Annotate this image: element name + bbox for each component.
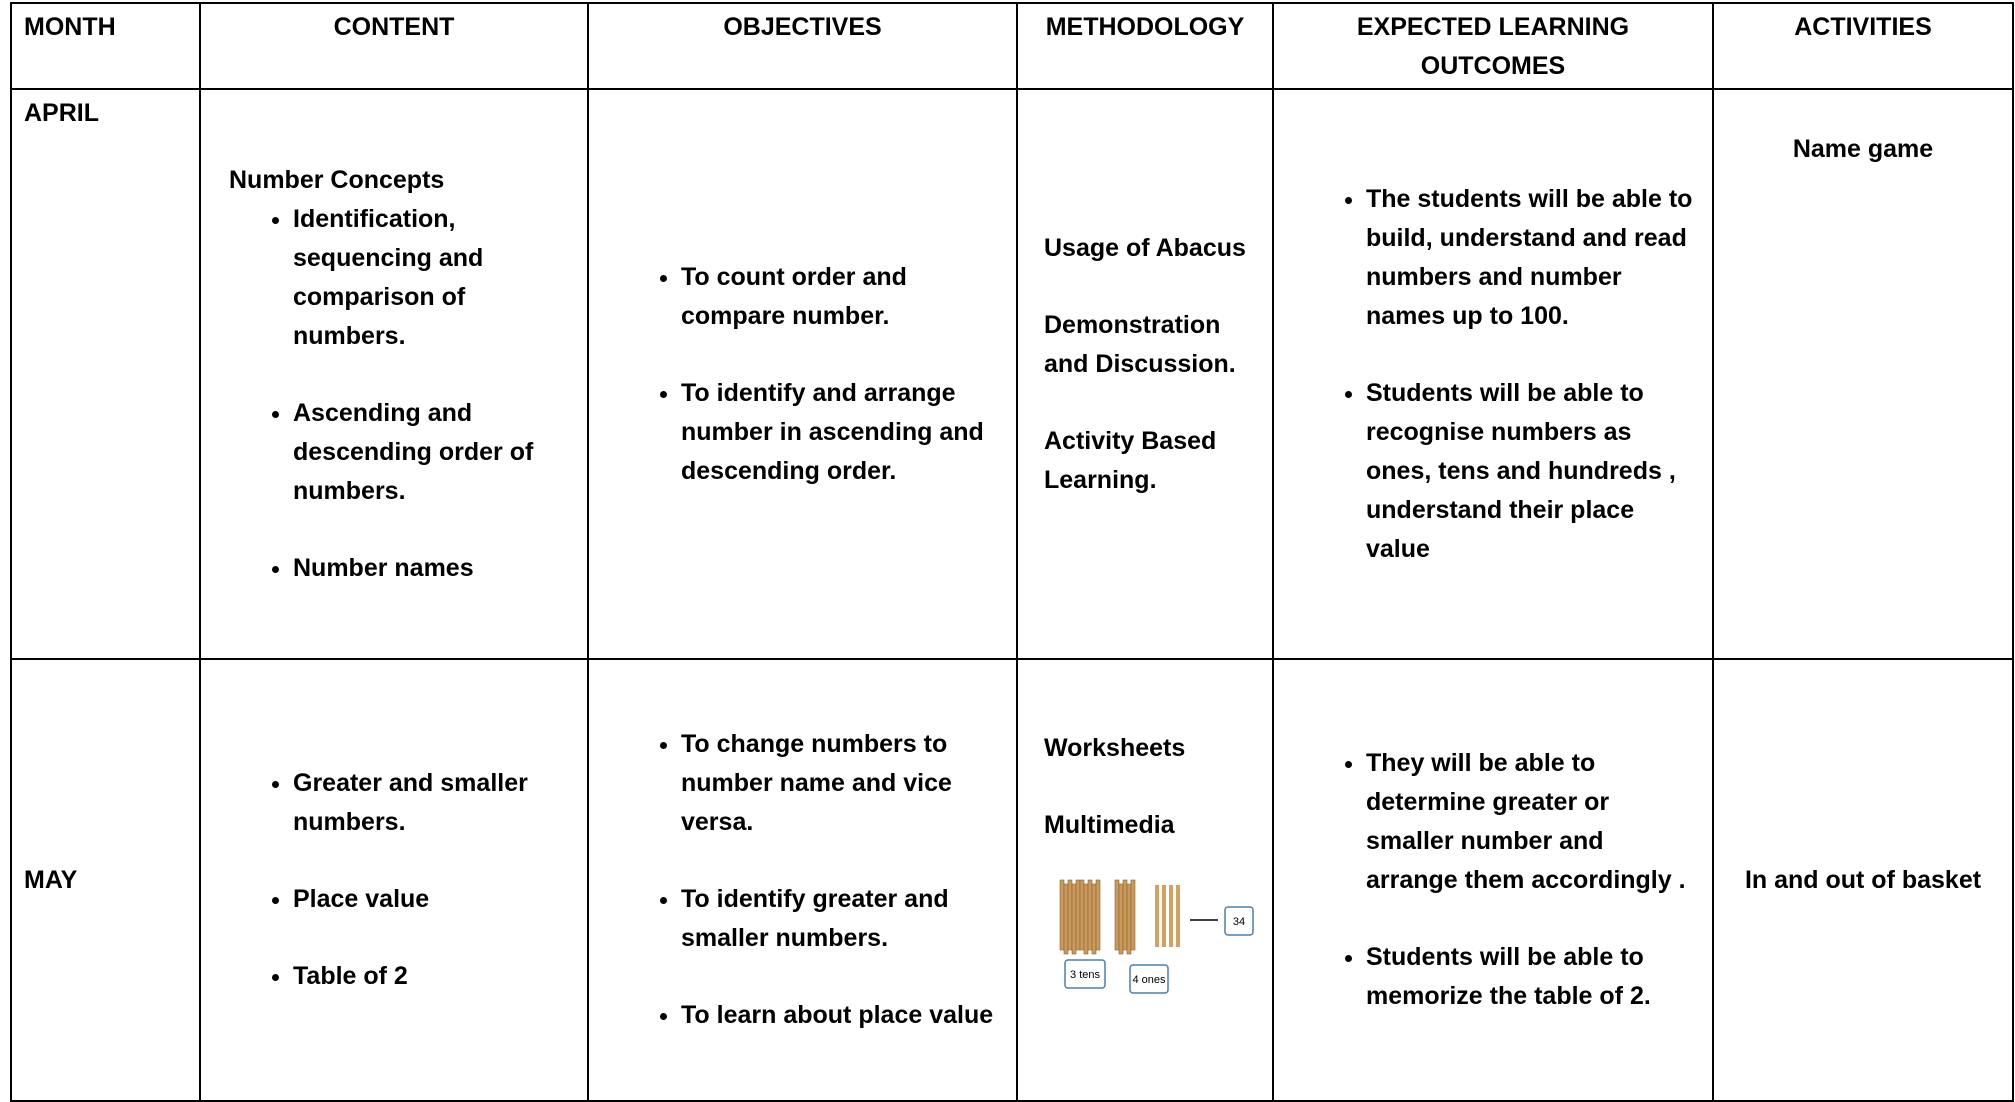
stick [1091, 883, 1097, 954]
objectives-cell: To change numbers to number name and vic… [587, 658, 1018, 1102]
column-header: CONTENT [199, 2, 589, 90]
bullet-item: To change numbers to number name and vic… [681, 725, 1004, 842]
table-row: MAY Greater and smaller numbers. Place val… [10, 658, 2014, 1102]
header-row: MONTH CONTENT OBJECTIVES METHODOLOGY EXPECTE… [10, 2, 2014, 90]
bullet-list: To change numbers to number name and vic… [601, 725, 1004, 1035]
stick [1095, 879, 1101, 950]
bullet-item: Place value [293, 880, 575, 919]
bullet-list: They will be able to determine greater o… [1286, 744, 1700, 1016]
bullet-item: Greater and smaller numbers. [293, 764, 575, 842]
figure-label: 3 tens [1070, 969, 1100, 981]
paragraph: Demonstration and Discussion. [1044, 310, 1236, 378]
table-row: APRIL Number Concepts Identification, sequ… [10, 88, 2014, 660]
stick [1079, 879, 1085, 950]
column-header: EXPECTED LEARNING OUTCOMES [1272, 2, 1714, 90]
stick [1155, 884, 1159, 947]
stick [1075, 879, 1081, 950]
label-box [1224, 905, 1254, 936]
activities-cell: In and out of basket [1712, 658, 2014, 1102]
activities-cell: Name game [1712, 88, 2014, 660]
cell-heading: Number Concepts [229, 165, 445, 194]
month-cell: MAY [10, 658, 201, 1102]
stick [1083, 883, 1089, 954]
bullet-item: Identification, sequencing and compariso… [293, 200, 575, 356]
paragraph: Activity Based Learning. [1044, 426, 1217, 494]
bullet-list: Identification, sequencing and compariso… [213, 200, 575, 588]
column-header: METHODOLOGY [1016, 2, 1274, 90]
label-box [1129, 963, 1169, 994]
bullet-list: The students will be able to build, unde… [1286, 180, 1700, 569]
label-box [1064, 958, 1106, 989]
paragraph: Usage of Abacus [1044, 233, 1246, 262]
table-body: APRIL Number Concepts Identification, sequ… [10, 88, 2014, 1102]
objectives-cell: To count order and compare number. To ide… [587, 88, 1018, 660]
stick [1063, 883, 1069, 954]
bullet-item: Ascending and descending order of number… [293, 394, 575, 511]
bullet-item: Students will be able to memorize the ta… [1366, 938, 1700, 1016]
page: MONTH CONTENT OBJECTIVES METHODOLOGY EXPECTE… [0, 0, 2015, 1056]
stick [1162, 884, 1166, 947]
bullet-item: Table of 2 [293, 957, 575, 996]
stick [1067, 879, 1073, 950]
stick [1114, 879, 1120, 950]
stick [1130, 879, 1136, 950]
stick [1071, 883, 1077, 954]
column-header: MONTH [10, 2, 201, 90]
abacus-figure: 3 tens 4 ones 34 [1059, 879, 1254, 994]
bullet-list: To count order and compare number. To ide… [601, 258, 1004, 491]
content-cell: Number Concepts Identification, sequencin… [199, 88, 589, 660]
bullet-item: To learn about place value [681, 996, 1004, 1035]
bullet-item: The students will be able to build, unde… [1366, 180, 1700, 336]
paragraph: Multimedia [1044, 810, 1175, 839]
outcomes-cell: The students will be able to build, unde… [1272, 88, 1714, 660]
methodology-cell: Worksheets Multimedia 3 tens 4 ones 34 [1016, 658, 1274, 1102]
bullet-item: To identify and arrange number in ascend… [681, 374, 1004, 491]
column-header: OBJECTIVES [587, 2, 1018, 90]
month-cell: APRIL [10, 88, 201, 660]
stick [1059, 879, 1065, 950]
bullet-item: Number names [293, 549, 575, 588]
bullet-item: To identify greater and smaller numbers. [681, 880, 1004, 958]
stick [1169, 884, 1173, 947]
column-header: ACTIVITIES [1712, 2, 2014, 90]
outcomes-cell: They will be able to determine greater o… [1272, 658, 1714, 1102]
content-cell: Greater and smaller numbers. Place value T… [199, 658, 589, 1102]
stick [1087, 879, 1093, 950]
figure-label: 4 ones [1132, 974, 1166, 986]
bullet-item: Students will be able to recognise numbe… [1366, 374, 1700, 569]
curriculum-table: MONTH CONTENT OBJECTIVES METHODOLOGY EXPECTE… [10, 2, 2014, 1102]
bullet-list: Greater and smaller numbers. Place value T… [213, 764, 575, 996]
figure-label: 34 [1233, 916, 1245, 928]
stick [1118, 883, 1124, 954]
methodology-cell: Usage of Abacus Demonstration and Discuss… [1016, 88, 1274, 660]
paragraph: Worksheets [1044, 733, 1186, 762]
stick [1122, 879, 1128, 950]
bullet-item: To count order and compare number. [681, 258, 1004, 336]
stick [1176, 884, 1180, 947]
stick [1126, 883, 1132, 954]
bullet-item: They will be able to determine greater o… [1366, 744, 1700, 900]
